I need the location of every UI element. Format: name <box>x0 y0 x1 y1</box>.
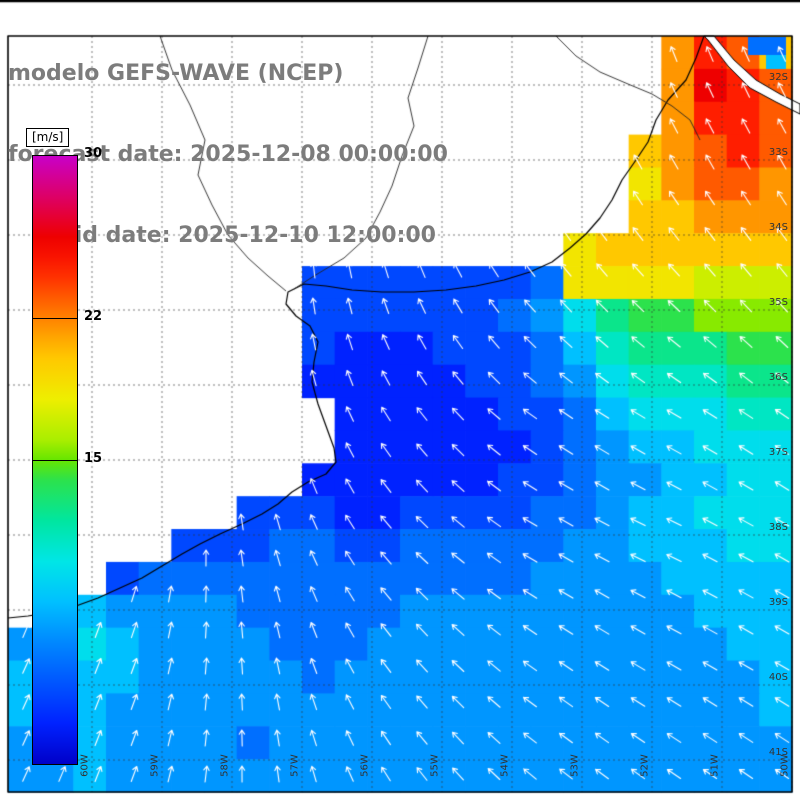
model-title: modelo GEFS-WAVE (NCEP) <box>8 61 344 86</box>
colorbar <box>32 155 78 765</box>
colorbar-unit-label: [m/s] <box>26 128 70 147</box>
